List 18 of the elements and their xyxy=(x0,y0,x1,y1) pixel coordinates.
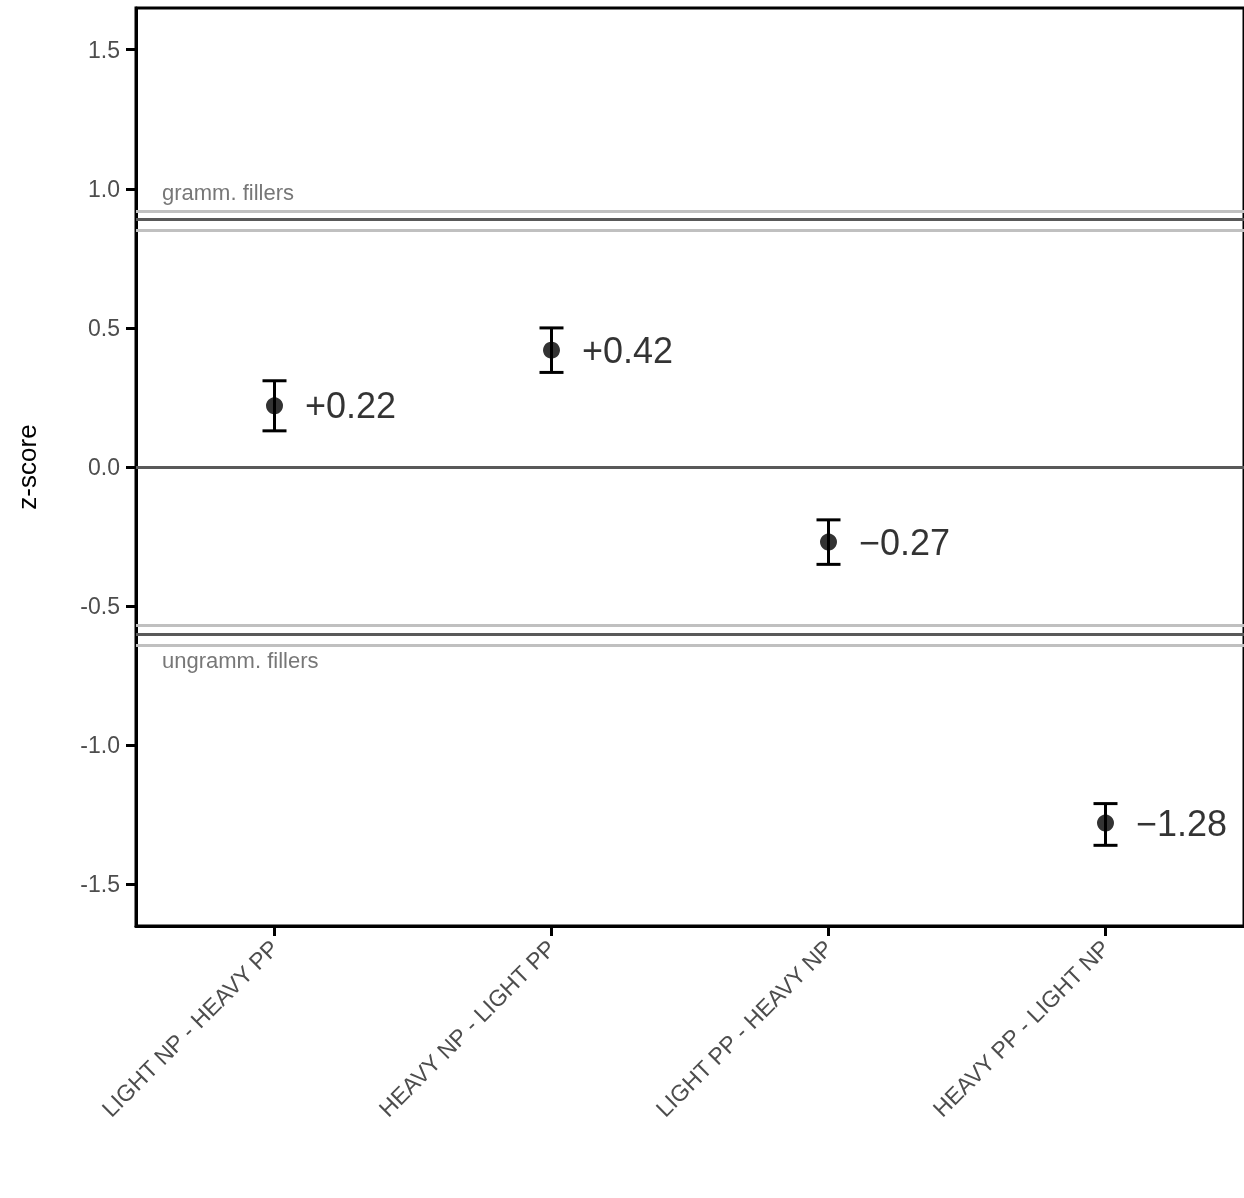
y-tick-label: -0.5 xyxy=(80,593,120,620)
y-tick-label: 1.5 xyxy=(88,36,120,63)
y-axis-title: z-score xyxy=(12,424,42,510)
point xyxy=(266,397,283,415)
y-tick-label: 0.5 xyxy=(88,314,120,341)
y-tick-label: -1.5 xyxy=(80,871,120,898)
y-tick-label: 0.0 xyxy=(88,454,120,480)
data-label: +0.22 xyxy=(305,385,397,427)
data-label: −0.27 xyxy=(859,521,951,563)
point xyxy=(1097,814,1114,832)
y-tick-label: -1.0 xyxy=(80,732,120,759)
data-label: −1.28 xyxy=(1136,802,1228,844)
data-label: +0.42 xyxy=(582,329,674,371)
point xyxy=(820,533,837,551)
y-tick-label: 1.0 xyxy=(88,175,120,202)
ref-line-label: gramm. fillers xyxy=(162,179,295,205)
point xyxy=(543,341,560,359)
ref-line-label: ungramm. fillers xyxy=(162,648,319,674)
